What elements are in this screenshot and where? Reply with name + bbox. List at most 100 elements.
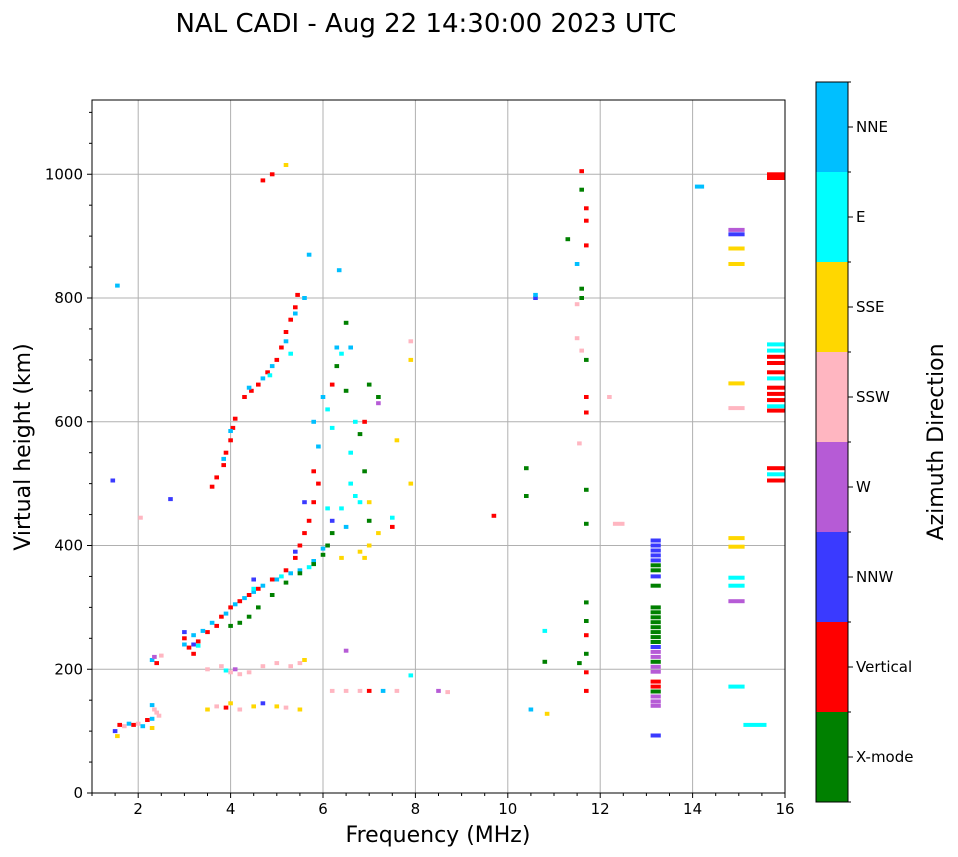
x-tick-label: 2 [133,800,143,818]
data-point-x-mode [311,562,316,567]
data-point-nne [149,716,155,721]
colorbar-swatch-x-mode [816,712,848,802]
data-point-ssw [154,710,159,715]
data-point-x-mode [565,237,571,242]
data-point-nne [343,524,349,529]
data-point-x-mode [524,466,529,471]
data-point-sse [394,438,400,443]
data-point-e [279,574,284,579]
data-point-w [728,227,745,232]
data-point-vertical [288,317,293,322]
data-point-nne [380,688,386,693]
data-point-x-mode [579,187,584,192]
data-point-nne [293,311,298,316]
data-point-ssw [214,704,219,709]
data-point-nne [336,268,342,273]
data-point-ssw [135,721,141,726]
data-point-nne [274,577,280,582]
data-point-nnw [251,577,256,582]
data-point-vertical [650,684,661,689]
data-point-vertical [256,382,261,387]
data-point-vertical [329,382,335,387]
data-point-vertical [767,354,785,359]
data-point-w [650,669,661,674]
data-point-x-mode [246,614,252,619]
data-point-nnw [112,729,118,734]
data-point-nne [302,296,307,300]
data-point-nne [149,703,155,708]
colorbar-label-nnw: NNW [856,568,893,586]
data-point-e [251,586,256,591]
data-point-vertical [293,555,298,560]
data-point-nne [574,262,580,266]
data-point-vertical [214,475,219,480]
data-point-e [767,348,785,353]
data-point-x-mode [577,661,582,666]
data-point-e [728,583,745,588]
data-point-nne [348,345,353,350]
data-point-e [408,673,414,678]
data-point-x-mode [650,625,661,630]
data-point-e [390,515,395,520]
data-point-sse [408,357,414,362]
data-point-vertical [297,543,303,548]
data-point-e [348,450,353,455]
data-point-vertical [279,345,284,350]
data-point-x-mode [584,357,589,362]
data-point-vertical [256,586,261,591]
colorbar-swatch-vertical [816,622,848,712]
data-point-ssw [728,406,745,411]
data-point-x-mode [343,320,349,325]
data-point-x-mode [650,630,661,635]
data-point-vertical [767,398,785,403]
data-point-vertical [584,243,589,248]
data-point-nne [140,724,146,729]
y-tick-label: 600 [54,413,83,431]
data-point-x-mode [650,620,661,625]
data-point-e [767,472,785,477]
data-point-ssw [357,688,363,693]
data-point-vertical [117,722,122,727]
data-point-ssw [205,667,210,672]
data-point-ssw [408,339,414,344]
data-point-sse [728,536,745,541]
data-point-x-mode [650,615,661,620]
data-point-x-mode [524,494,529,498]
data-point-vertical [265,370,270,375]
data-point-vertical [584,633,589,638]
data-point-sse [297,707,303,712]
data-point-vertical [767,478,785,483]
data-point-vertical [230,425,236,430]
data-point-sse [544,711,550,716]
data-point-w [650,703,661,708]
data-point-ssw [152,707,157,712]
data-point-x-mode [584,619,589,623]
data-point-sse [366,543,372,548]
data-point-x-mode [297,571,303,576]
data-point-vertical [767,385,785,390]
data-point-e [339,351,344,356]
data-point-vertical [311,500,316,505]
data-point-sse [283,163,289,167]
data-point-nne [126,721,132,726]
data-point-e [728,575,745,580]
data-point-x-mode [650,563,661,568]
data-point-e [357,500,363,505]
data-point-vertical [221,463,226,468]
data-point-nnw [650,558,661,563]
data-point-e [267,373,273,378]
data-point-vertical [223,450,229,455]
data-point-x-mode [650,605,661,610]
chart-title: NAL CADI - Aug 22 14:30:00 2023 UTC [176,9,677,39]
data-point-w [232,667,238,672]
data-point-x-mode [542,659,548,664]
data-point-vertical [584,670,589,675]
data-point-ssw [237,672,243,677]
data-point-x-mode [325,543,330,548]
data-point-nne [269,364,275,369]
data-point-ssw [219,664,224,669]
y-tick-label: 0 [73,784,83,802]
data-point-x-mode [343,388,349,393]
data-point-vertical [316,481,321,486]
